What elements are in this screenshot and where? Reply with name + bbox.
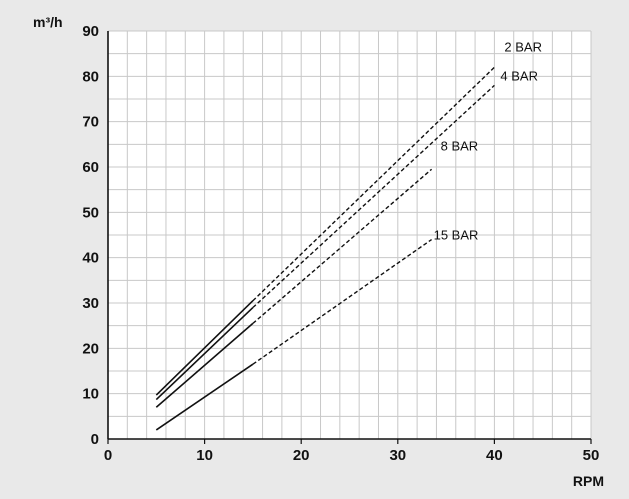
- y-tick-label: 30: [82, 295, 99, 312]
- x-tick-labels: 0 10 20 30 40 50: [104, 439, 600, 464]
- series-line-solid: [155, 300, 254, 396]
- y-tick-label: 0: [91, 431, 99, 448]
- y-tick-label: 80: [82, 68, 99, 85]
- series-label: 8 BAR: [441, 138, 479, 153]
- series-lines: [155, 66, 495, 431]
- series-line-dashed: [252, 84, 495, 309]
- y-tick-label: 20: [82, 340, 99, 357]
- x-tick-label: 10: [196, 447, 213, 464]
- y-tick-label: 90: [82, 23, 99, 40]
- y-tick-label: 10: [82, 386, 99, 403]
- y-tick-label: 60: [82, 159, 99, 176]
- series-line-solid: [155, 322, 254, 408]
- series-label: 15 BAR: [434, 228, 479, 243]
- x-tick-label: 30: [389, 447, 406, 464]
- series-label: 4 BAR: [500, 68, 538, 83]
- series-labels: 2 BAR 4 BAR 8 BAR 15 BAR: [434, 39, 542, 242]
- series-label: 2 BAR: [504, 39, 542, 54]
- y-axis-title: m³/h: [33, 14, 63, 30]
- y-tick-label: 70: [82, 114, 99, 131]
- axes: [107, 31, 591, 440]
- y-tick-label: 50: [82, 204, 99, 221]
- series-line-dashed: [252, 168, 433, 324]
- x-axis-title: RPM: [573, 473, 604, 489]
- series-line-dashed: [252, 66, 495, 302]
- series-line-dashed: [252, 238, 433, 365]
- x-tick-label: 40: [486, 447, 503, 464]
- series-line-solid: [155, 306, 254, 401]
- series-line-solid: [155, 363, 254, 431]
- x-tick-label: 50: [583, 447, 600, 464]
- x-tick-label: 0: [104, 447, 112, 464]
- y-tick-labels: 0 10 20 30 40 50 60 70 80 90: [82, 23, 99, 448]
- x-tick-label: 20: [293, 447, 310, 464]
- y-tick-label: 40: [82, 250, 99, 267]
